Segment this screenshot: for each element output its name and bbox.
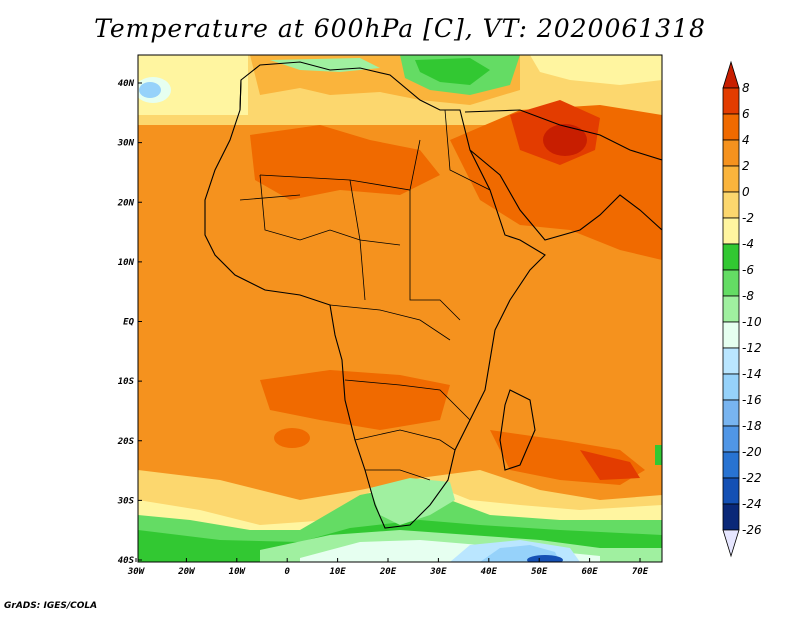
colorbar-segment (722, 425, 740, 453)
colorbar-segment (722, 295, 740, 323)
coastlines (204, 61, 662, 529)
colorbar-label: -8 (742, 289, 754, 303)
colorbar-label: 4 (742, 133, 750, 147)
colorbar-label: -10 (742, 315, 762, 329)
longitude-label: 30E (429, 567, 447, 577)
latitude-label: 10N (118, 258, 135, 268)
latitude-label: 30N (117, 139, 135, 149)
colorbar-segment (722, 217, 740, 245)
colorbar-segment (722, 60, 740, 89)
longitude-labels: 30W 20W 10W 0 10E 20E 30E 40E 50E 60E 70E (127, 558, 649, 577)
colorbar-labels: 8 6 4 2 0 -2 -4 -6 -8 -10 -12 -14 -16 -18 -20 -22 -24 -26 (742, 81, 762, 537)
temperature-field (138, 55, 662, 562)
colorbar-label: -24 (742, 497, 762, 511)
longitude-label: 20W (177, 567, 196, 577)
longitude-label: 70E (632, 567, 649, 577)
latitude-label: 20N (117, 198, 135, 208)
map-title: Temperature at 600hPa [C], VT: 202006131… (94, 14, 706, 43)
colorbar-label: 8 (742, 81, 750, 95)
latitude-label: 30S (117, 496, 135, 506)
colorbar-segment (722, 399, 740, 427)
colorbar-segment (722, 503, 740, 531)
colorbar-segment (722, 165, 740, 193)
colorbar-segment (722, 87, 740, 115)
colorbar-label: -2 (742, 211, 754, 225)
longitude-label: 30W (127, 567, 146, 577)
longitude-label: 10E (329, 567, 346, 577)
colorbar-label: 6 (742, 107, 750, 121)
latitude-label: 40N (118, 79, 135, 89)
colorbar-segment (722, 139, 740, 167)
colorbar-label: -14 (742, 367, 762, 381)
longitude-label: 40E (481, 567, 498, 577)
colorbar-label: -12 (742, 341, 762, 355)
colorbar-segment (722, 451, 740, 479)
longitude-label: 10W (229, 567, 247, 577)
colorbar-label: -20 (742, 445, 762, 459)
colorbar-segment (722, 191, 740, 219)
longitude-label: 20E (379, 567, 397, 577)
colorbar-segment (722, 529, 740, 558)
latitude-label: 40S (118, 556, 135, 566)
latitude-label: 10S (118, 377, 135, 387)
longitude-label: 60E (581, 567, 598, 577)
colorbar-label: -18 (742, 419, 762, 433)
colorbar-label: -16 (742, 393, 762, 407)
colorbar-segment (722, 243, 740, 271)
colorbar-label: 2 (742, 159, 750, 173)
colorbar-segment (722, 113, 740, 141)
colorbar-segment (722, 347, 740, 375)
map-frame (137, 54, 663, 563)
colorbar-segment (722, 373, 740, 401)
latitude-labels: 40N 30N 20N 10N EQ 10S 20S 30S 40S (117, 79, 142, 566)
colorbar-label: 0 (742, 185, 750, 199)
colorbar-segment (722, 477, 740, 505)
colorbar-segment (722, 321, 740, 349)
latitude-label: 20S (117, 437, 135, 447)
colorbar-label: -22 (742, 471, 762, 485)
longitude-label: 0 (284, 567, 290, 577)
latitude-label: EQ (123, 318, 134, 328)
colorbar-segment (722, 269, 740, 297)
colorbar-label: -4 (742, 237, 754, 251)
colorbar-label: -6 (742, 263, 754, 277)
colorbar (722, 60, 740, 558)
longitude-label: 50E (531, 567, 548, 577)
footer-credit: GrADS: IGES/COLA (4, 601, 98, 611)
colorbar-label: -26 (742, 523, 762, 537)
country-borders (239, 109, 491, 481)
